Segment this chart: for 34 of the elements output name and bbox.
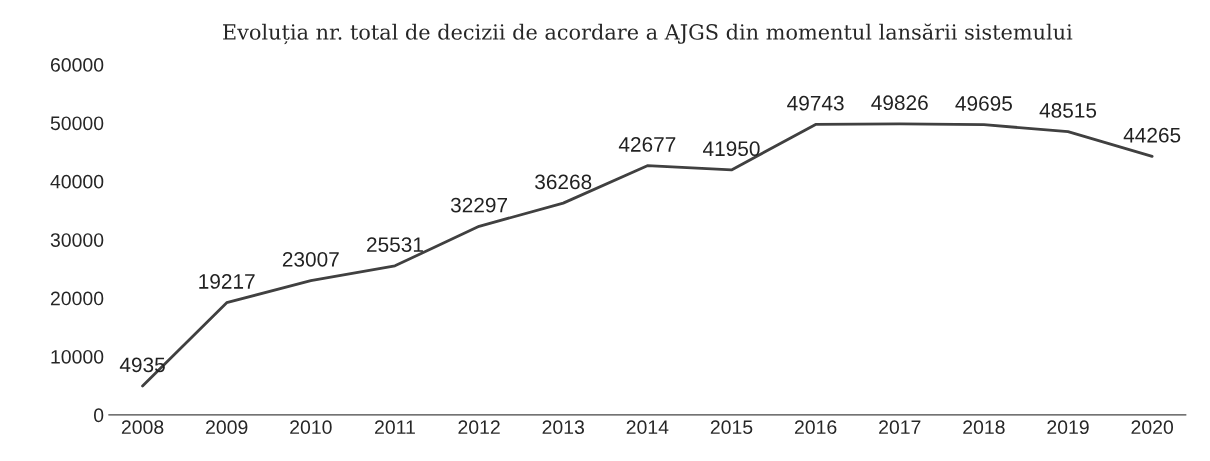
x-tick-label: 2012	[458, 420, 500, 435]
data-label: 32297	[450, 197, 508, 213]
y-tick-label: 50000	[50, 116, 104, 131]
y-tick-label: 30000	[50, 233, 104, 247]
y-tick-label: 0	[93, 408, 104, 423]
y-tick-label: 10000	[51, 349, 104, 364]
x-tick-label: 2011	[375, 420, 415, 435]
y-tick-label: 20000	[50, 291, 104, 306]
data-label: 4935	[119, 357, 165, 373]
data-label: 49743	[787, 95, 844, 111]
x-tick-label: 2010	[290, 420, 332, 435]
data-label: 23007	[282, 251, 339, 267]
x-tick-label: 2013	[542, 420, 584, 435]
x-tick-label: 2018	[963, 420, 1005, 435]
data-label: 44265	[1123, 127, 1181, 143]
x-tick-label: 2019	[1047, 420, 1089, 435]
x-tick-label: 2015	[710, 420, 753, 435]
x-tick-label: 2017	[879, 420, 921, 435]
x-tick-label: 2016	[794, 420, 837, 435]
chart-title: Evoluția nr. total de decizii de acordare a AJGS din momentul lansării sistemului	[223, 23, 1073, 45]
x-tick-label: 2020	[1131, 420, 1174, 435]
data-label: 42677	[618, 137, 676, 152]
x-tick-label: 2014	[626, 420, 669, 435]
data-label: 49695	[955, 96, 1012, 111]
data-label: 25531	[367, 237, 423, 252]
data-label: 48515	[1039, 103, 1097, 118]
data-label: 19217	[199, 274, 255, 289]
y-tick-label: 40000	[50, 174, 104, 189]
data-label: 36268	[535, 174, 592, 190]
data-label: 41950	[703, 141, 760, 157]
data-label: 49826	[871, 95, 928, 111]
x-tick-label: 2009	[206, 420, 248, 435]
x-tick-label: 2008	[121, 420, 164, 435]
y-tick-label: 60000	[50, 58, 104, 72]
